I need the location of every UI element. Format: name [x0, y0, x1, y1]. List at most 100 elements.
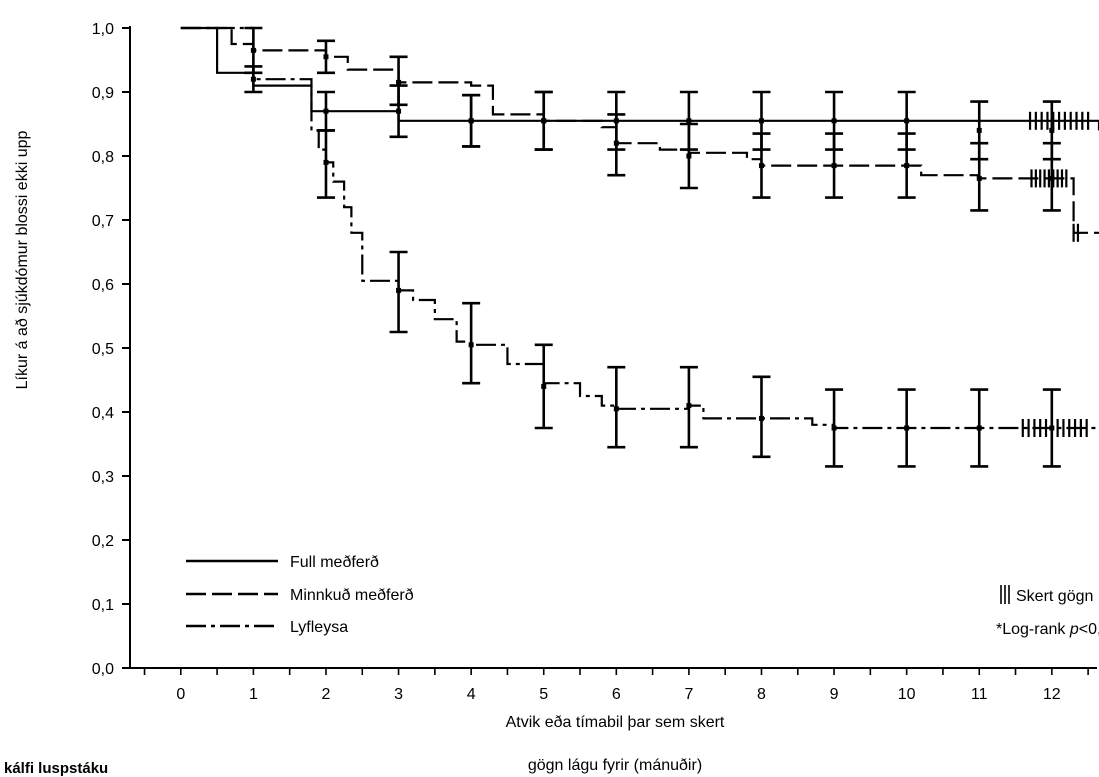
y-tick-label: 0,5 [92, 341, 114, 358]
series-line [180, 26, 1099, 131]
point-marker [1049, 127, 1055, 133]
point-marker [323, 108, 329, 114]
error-bar [316, 39, 335, 75]
series-1 [180, 26, 1099, 242]
y-tick-label: 0,4 [92, 405, 114, 422]
error-bar [462, 301, 481, 385]
point-marker [686, 118, 692, 124]
point-marker [1049, 175, 1055, 181]
error-bar [970, 141, 989, 212]
y-axis-title: Líkur á að sjúkdómur blossi ekki upp [14, 131, 31, 390]
error-bar [534, 343, 553, 430]
y-tick-label: 0,7 [92, 213, 114, 230]
y-tick-label: 0,9 [92, 85, 114, 102]
point-marker [468, 118, 474, 124]
y-tick-label: 0,0 [92, 661, 114, 678]
x-tick-label: 1 [249, 686, 258, 703]
error-bar [970, 388, 989, 468]
point-marker [831, 425, 837, 431]
x-tick-label: 12 [1043, 686, 1061, 703]
error-bar [316, 129, 335, 199]
legend-item-reduced: Minnkuð meðferð [186, 587, 414, 604]
legend-label-placebo: Lyfleysa [290, 619, 348, 636]
series-2 [180, 26, 1099, 468]
point-marker [613, 406, 619, 412]
point-marker [468, 342, 474, 348]
legend-item-placebo: Lyfleysa [186, 619, 348, 636]
x-tick-label: 7 [684, 686, 693, 703]
error-bar [389, 55, 408, 107]
error-bar [534, 90, 553, 151]
point-marker [976, 127, 982, 133]
error-bar [679, 365, 698, 449]
point-marker [396, 79, 402, 85]
point-marker [976, 175, 982, 181]
cut-off-caption: kálfi luspstáku [4, 760, 109, 777]
x-tick-label: 4 [467, 686, 476, 703]
point-marker [323, 159, 329, 165]
x-tick-label: 8 [757, 686, 766, 703]
x-ticks: 0 1 2 3 4 5 6 7 8 9 10 11 12 [143, 668, 1089, 703]
legend-label-reduced: Minnkuð meðferð [290, 587, 414, 604]
point-marker [758, 118, 764, 124]
logrank-prefix: *Log-rank [996, 621, 1070, 638]
point-marker [758, 415, 764, 421]
error-bar [462, 93, 481, 148]
error-bar [897, 132, 916, 199]
point-marker [250, 76, 256, 82]
point-marker [904, 425, 910, 431]
y-ticks: 0,0 0,1 0,2 0,3 0,4 0,5 0,6 0,7 0,8 0,9 1,0 [92, 21, 130, 678]
error-bar [897, 388, 916, 468]
x-axis-title-line-1: Atvik eða tímabil þar sem skert [506, 714, 725, 731]
error-bar [825, 388, 844, 468]
point-marker [686, 153, 692, 159]
x-tick-label: 3 [394, 686, 403, 703]
logrank-suffix: <0,0001 [1079, 621, 1099, 638]
error-bar [389, 250, 408, 334]
error-bar [679, 122, 698, 190]
x-tick-label: 6 [612, 686, 621, 703]
y-tick-label: 0,3 [92, 469, 114, 486]
error-bar [607, 113, 626, 177]
point-marker [831, 163, 837, 169]
point-marker [976, 425, 982, 431]
error-bar [752, 132, 771, 199]
series-line [180, 26, 1099, 430]
point-marker [396, 287, 402, 293]
x-tick-label: 0 [176, 686, 185, 703]
point-marker [541, 118, 547, 124]
censored-marker-icon [1000, 585, 1010, 604]
error-bar [607, 365, 626, 449]
y-tick-label: 0,8 [92, 149, 114, 166]
x-tick-label: 2 [322, 686, 331, 703]
annotations: Skert gögn *Log-rank p<0,0001 [996, 585, 1099, 638]
x-axis-title-line-2: gögn lágu fyrir (mánuðir) [528, 757, 702, 774]
error-bar [825, 132, 844, 199]
point-marker [904, 163, 910, 169]
error-bar [752, 375, 771, 459]
y-tick-label: 0,1 [92, 597, 114, 614]
point-marker [904, 118, 910, 124]
y-tick-label: 1,0 [92, 21, 114, 38]
point-marker [613, 140, 619, 146]
point-marker [323, 54, 329, 60]
error-bar [1042, 141, 1061, 212]
x-tick-label: 10 [898, 686, 916, 703]
legend-label-full: Full meðferð [290, 554, 379, 571]
x-tick-label: 11 [971, 686, 988, 703]
legend-item-full: Full meðferð [186, 554, 379, 571]
y-tick-label: 0,2 [92, 533, 114, 550]
point-marker [396, 108, 402, 114]
legend: Full meðferð Minnkuð meðferð Lyfleysa [186, 554, 414, 636]
point-marker [541, 383, 547, 389]
censored-label: Skert gögn [1016, 588, 1093, 605]
logrank-p: p [1069, 621, 1079, 638]
x-tick-label: 5 [539, 686, 548, 703]
point-marker [831, 118, 837, 124]
point-marker [758, 163, 764, 169]
logrank-note: *Log-rank p<0,0001 [996, 621, 1099, 638]
y-tick-label: 0,6 [92, 277, 114, 294]
plot-series [180, 26, 1099, 468]
